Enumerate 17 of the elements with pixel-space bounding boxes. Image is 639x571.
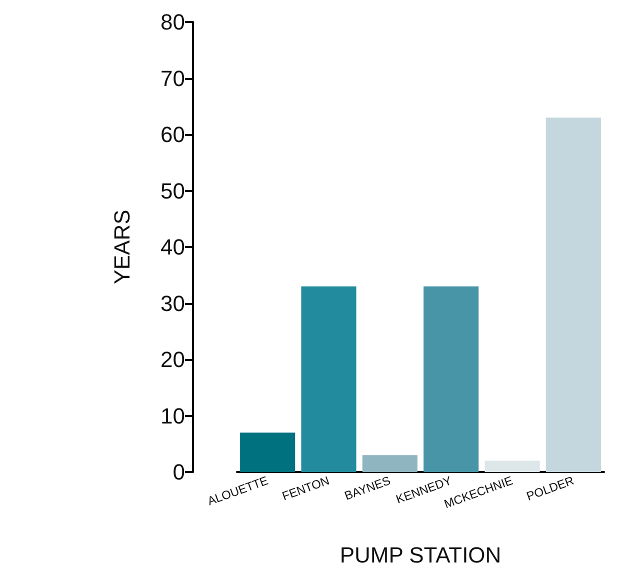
bar [546,118,601,472]
y-tick-label: 30 [160,290,185,316]
bar [240,432,296,472]
bar [484,460,540,472]
y-tick-label: 50 [160,178,185,204]
y-tick-label: 80 [160,10,185,34]
y-tick-label: 0 [172,460,185,484]
y-axis-title: YEARS [110,210,134,284]
bar [362,455,418,472]
y-tick-label: 10 [160,403,185,428]
y-tick-label: 60 [160,122,185,147]
bar [424,286,479,472]
y-tick-label: 20 [160,347,185,372]
x-axis-title: PUMP STATION [340,542,502,568]
bar [301,286,356,472]
y-tick-label: 70 [160,66,185,91]
y-tick-label: 40 [160,234,185,260]
